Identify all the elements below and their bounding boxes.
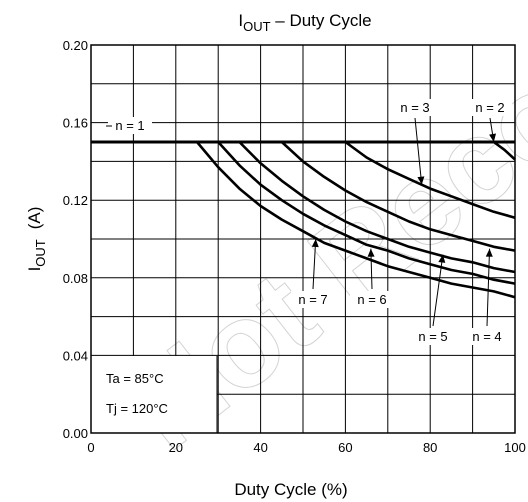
conditions-box: Ta = 85°C Tj = 120°C bbox=[91, 356, 218, 433]
annotation-label-bg bbox=[411, 328, 455, 345]
x-tick-labels: 0 20 40 60 80 100 bbox=[87, 440, 525, 455]
annotation-label-n4: n = 4 bbox=[472, 329, 501, 344]
chart-title-main: I bbox=[238, 11, 243, 30]
x-tick-label: 20 bbox=[169, 440, 183, 455]
chart-title: IOUT – Duty Cycle bbox=[238, 11, 371, 34]
x-tick-label: 40 bbox=[253, 440, 267, 455]
y-tick-label: 0.16 bbox=[63, 116, 88, 131]
series-line-n5 bbox=[91, 140, 516, 274]
y-tick-label: 0.08 bbox=[63, 271, 88, 286]
annotation-label-n6: n = 6 bbox=[357, 292, 386, 307]
annotation-n6: n = 6 bbox=[350, 248, 394, 308]
annotation-label-n2: n = 2 bbox=[475, 100, 504, 115]
annotation-label-bg bbox=[291, 291, 335, 308]
chart-title-sub: OUT bbox=[243, 19, 271, 34]
series-line-n3 bbox=[91, 140, 516, 219]
annotation-n3: n = 3 bbox=[393, 99, 437, 185]
annotation-label-n1: n = 1 bbox=[115, 118, 144, 133]
x-axis-label: Duty Cycle (%) bbox=[234, 480, 347, 499]
annotation-n7: n = 7 bbox=[291, 238, 335, 308]
conditions-box-bg bbox=[91, 356, 217, 433]
x-tick-label: 0 bbox=[87, 440, 94, 455]
series-line-n7 bbox=[91, 140, 516, 299]
series-line-n4 bbox=[91, 140, 516, 252]
x-tick-label: 60 bbox=[338, 440, 352, 455]
series-line-n6 bbox=[91, 140, 516, 285]
y-axis-label-unit: (A) bbox=[25, 207, 44, 230]
annotation-n5: n = 5 bbox=[411, 254, 455, 345]
y-axis-label-main: I bbox=[25, 267, 44, 272]
annotation-arrow-head bbox=[367, 248, 375, 257]
annotation-label-n5: n = 5 bbox=[418, 329, 447, 344]
annotation-n2: n = 2 bbox=[468, 99, 512, 143]
y-tick-label: 0.00 bbox=[63, 426, 88, 441]
annotation-arrow-head bbox=[438, 254, 446, 263]
y-tick-label: 0.04 bbox=[63, 348, 88, 363]
annotation-arrow-head bbox=[489, 133, 497, 142]
annotation-arrow-line bbox=[312, 238, 317, 290]
x-tick-label: 80 bbox=[423, 440, 437, 455]
y-tick-labels: 0.00 0.04 0.08 0.12 0.16 0.20 bbox=[63, 38, 88, 441]
annotation-arrow-head bbox=[417, 176, 425, 185]
annotation-label-bg bbox=[468, 99, 512, 116]
x-tick-label: 100 bbox=[504, 440, 526, 455]
annotation-arrow-head bbox=[311, 239, 319, 248]
condition-tj: Tj = 120°C bbox=[106, 401, 168, 416]
annotation-arrow-line bbox=[486, 248, 491, 327]
annotation-n1: n = 1 bbox=[106, 117, 152, 134]
annotation-label-bg bbox=[108, 117, 152, 134]
annotation-label-n3: n = 3 bbox=[400, 100, 429, 115]
annotation-label-bg bbox=[350, 291, 394, 308]
annotation-label-bg bbox=[393, 99, 437, 116]
series-lines bbox=[91, 140, 516, 299]
plot-frame bbox=[90, 44, 516, 434]
y-axis-label-sub: OUT bbox=[33, 239, 48, 267]
chart-title-rest: – Duty Cycle bbox=[271, 11, 372, 30]
annotation-arrow-line bbox=[414, 117, 423, 185]
y-tick-label: 0.20 bbox=[63, 38, 88, 53]
annotation-n4: n = 4 bbox=[465, 248, 509, 345]
series-annotations: n = 1 n = 2 n = 3 n = 4 n = 5 n = 6 n = 7 bbox=[106, 99, 512, 345]
annotation-label-bg bbox=[465, 328, 509, 345]
y-tick-label: 0.12 bbox=[63, 193, 88, 208]
condition-ta: Ta = 85°C bbox=[106, 371, 164, 386]
annotation-arrow-line bbox=[432, 254, 444, 327]
annotation-label-n7: n = 7 bbox=[298, 292, 327, 307]
y-axis-label: IOUT (A) bbox=[25, 207, 48, 272]
annotation-arrow-head bbox=[485, 248, 493, 257]
